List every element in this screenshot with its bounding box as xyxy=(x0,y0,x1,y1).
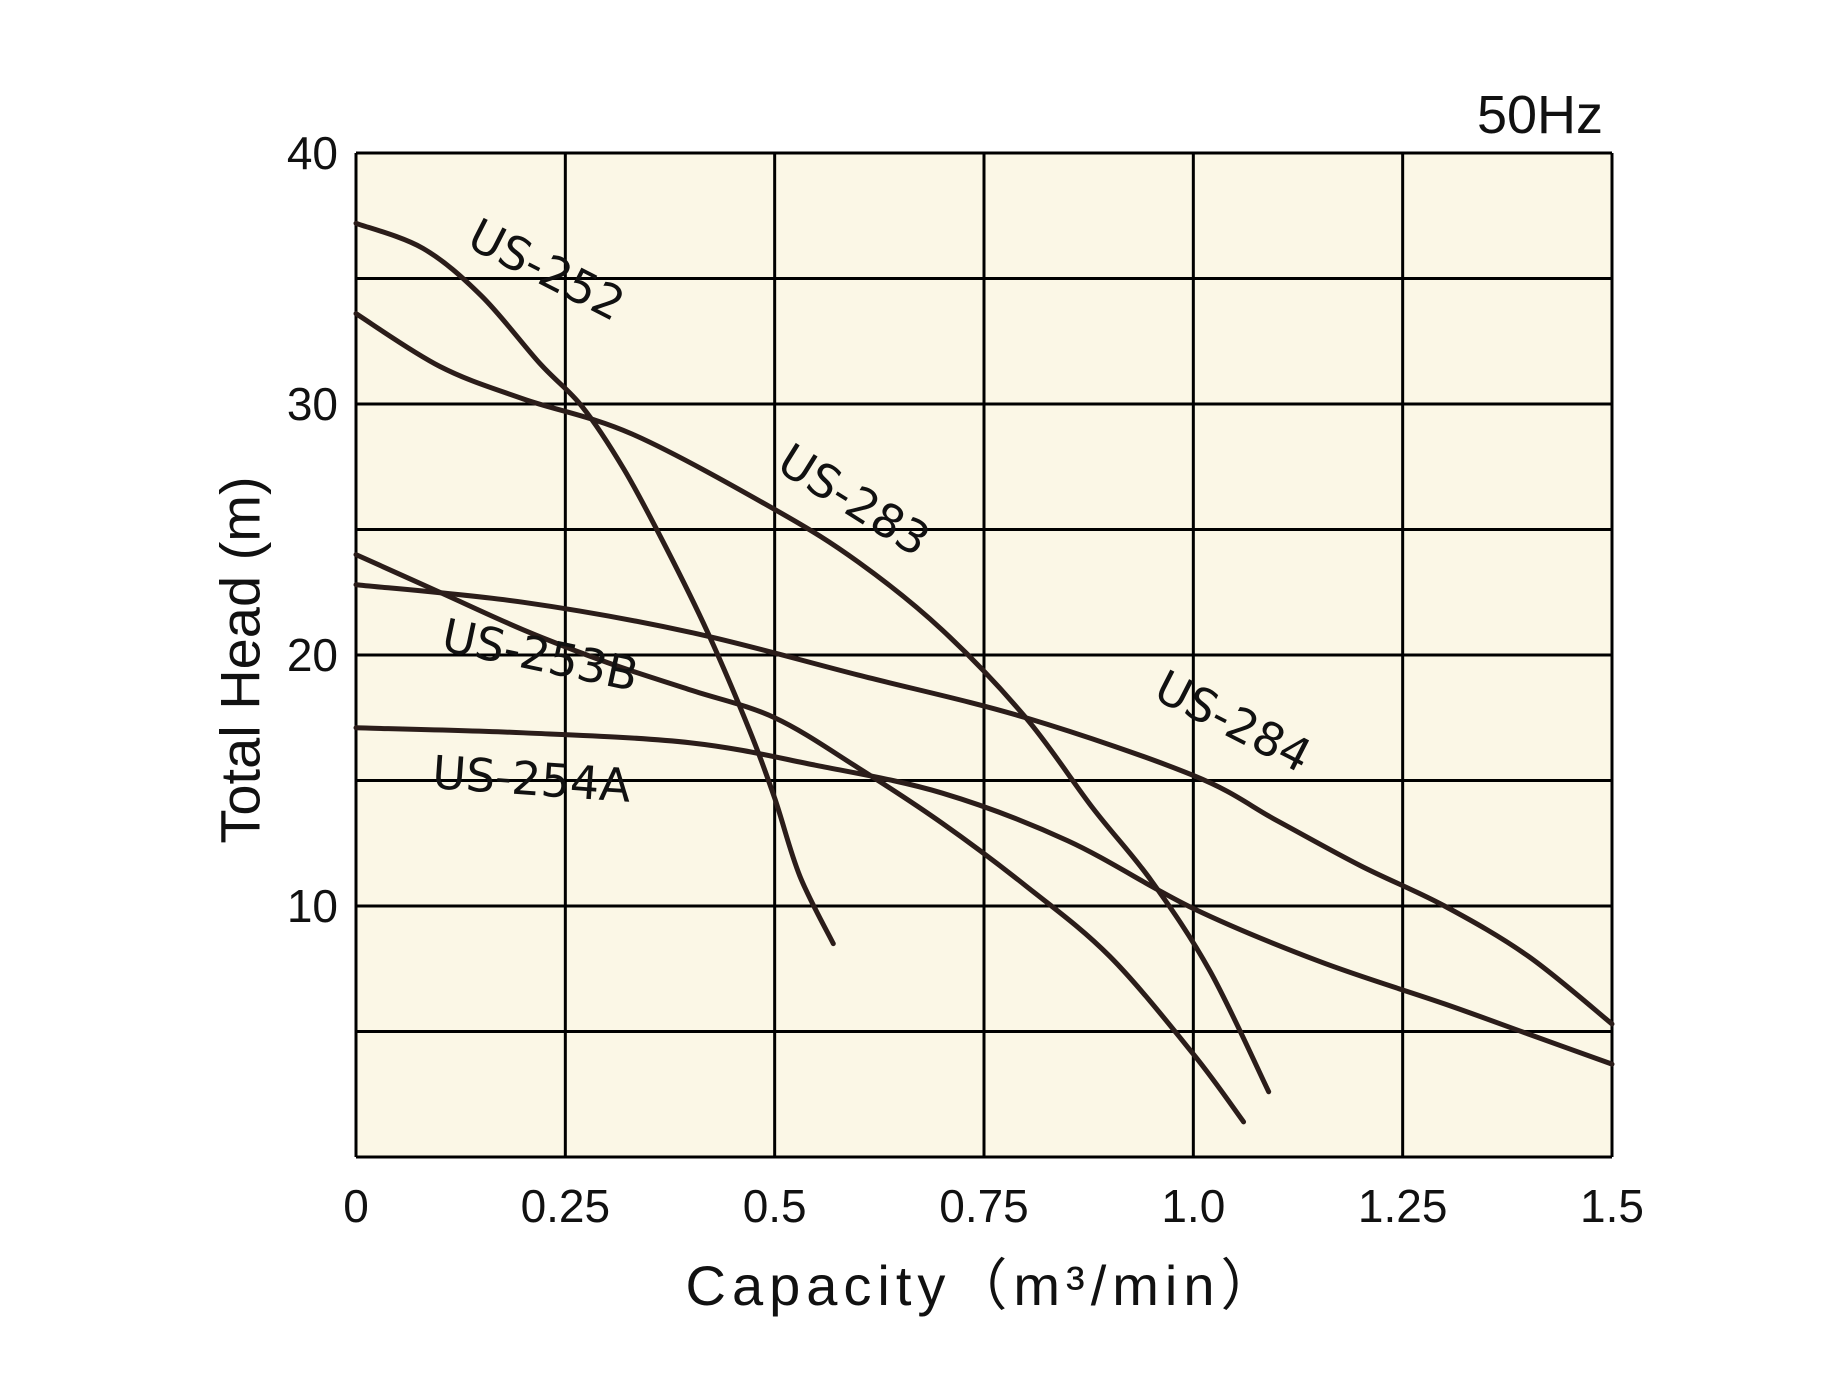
x-tick-label: 1.25 xyxy=(1358,1180,1448,1232)
x-tick-label: 1.5 xyxy=(1580,1180,1644,1232)
x-tick-label: 0.75 xyxy=(939,1180,1029,1232)
x-tick-labels: 0 0.25 0.5 0.75 1.0 1.25 1.5 xyxy=(343,1180,1644,1232)
x-tick-label: 0 xyxy=(343,1180,369,1232)
y-tick-label: 10 xyxy=(287,880,338,932)
y-tick-label: 20 xyxy=(287,629,338,681)
y-tick-label: 30 xyxy=(287,378,338,430)
grid xyxy=(354,151,1614,1159)
y-tick-labels: 10 20 30 40 xyxy=(287,127,338,932)
series-line-us-283 xyxy=(353,311,1272,1095)
x-tick-label: 0.5 xyxy=(743,1180,807,1232)
frequency-label: 50Hz xyxy=(1477,85,1603,145)
x-tick-label: 0.25 xyxy=(521,1180,611,1232)
series-lines xyxy=(353,220,1615,1125)
series-line-us-253b xyxy=(353,552,1247,1125)
x-tick-label: 1.0 xyxy=(1161,1180,1225,1232)
x-axis-title: Capacity（m³/min） xyxy=(686,1254,1283,1317)
y-tick-label: 40 xyxy=(287,127,338,179)
y-axis-title: Total Head (m) xyxy=(209,476,272,843)
series-line-us-254a xyxy=(353,725,1615,1067)
series-line-us-284 xyxy=(353,582,1615,1027)
series-line-us-252 xyxy=(353,220,836,947)
